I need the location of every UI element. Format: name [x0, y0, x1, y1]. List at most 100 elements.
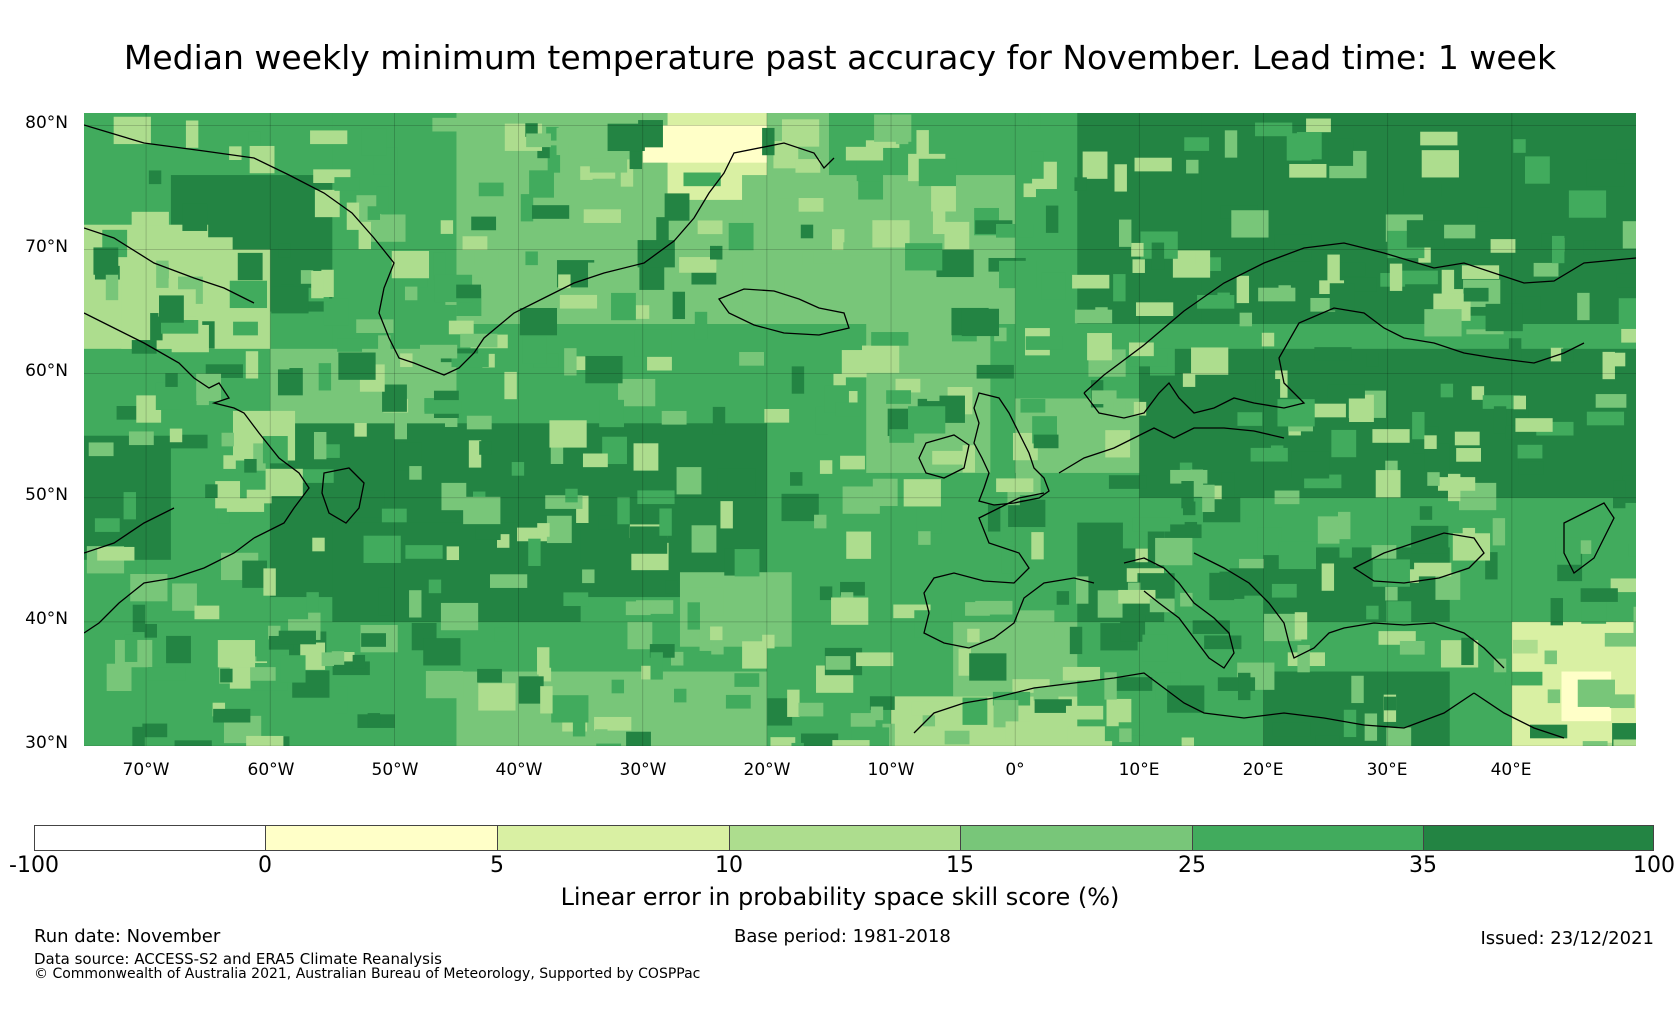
skill-pixel	[391, 250, 430, 279]
skill-pixel	[1366, 605, 1379, 620]
skill-pixel	[835, 402, 861, 417]
skill-pixel	[462, 236, 488, 250]
skill-pixel	[1621, 457, 1636, 471]
skill-pixel	[585, 355, 623, 384]
skill-pixel	[1477, 207, 1491, 222]
skill-pixel	[1118, 219, 1132, 247]
skill-pixel	[195, 237, 233, 251]
map-title: Median weekly minimum temperature past a…	[123, 38, 1557, 77]
skill-pixel	[1076, 576, 1089, 604]
skill-pixel	[856, 652, 894, 667]
skill-pixel	[712, 406, 726, 435]
skill-pixel	[448, 320, 474, 335]
skill-pixel	[656, 217, 669, 245]
skill-pixel	[540, 686, 553, 714]
skill-pixel	[1505, 425, 1519, 440]
skill-pixel	[1134, 157, 1172, 172]
skill-pixel	[1327, 384, 1365, 399]
skill-pixel	[311, 270, 324, 299]
skill-pixel	[1471, 386, 1485, 400]
skill-pixel	[1119, 728, 1132, 743]
skill-pixel	[958, 648, 971, 676]
skill-pixel	[249, 145, 275, 174]
skill-pixel	[339, 745, 352, 746]
lat-label: 50°N	[25, 485, 68, 505]
skill-pixel	[841, 350, 867, 378]
skill-pixel	[213, 708, 251, 723]
skill-pixel	[1329, 283, 1355, 311]
skill-pixel	[1133, 401, 1147, 416]
skill-pixel	[1025, 336, 1063, 350]
skill-pixel	[288, 619, 313, 633]
skill-pixel	[1583, 240, 1596, 255]
skill-pixel	[520, 194, 534, 222]
graticule	[84, 113, 1636, 746]
skill-pixel	[331, 651, 345, 665]
skill-pixel	[1561, 348, 1574, 363]
skill-pixel	[1375, 470, 1401, 498]
skill-pixel	[694, 311, 708, 340]
skill-pixel	[1419, 506, 1433, 520]
skill-pixel	[494, 627, 507, 642]
colorbar-segment	[1192, 825, 1425, 851]
lat-label: 60°N	[25, 361, 68, 381]
skill-pixel	[1236, 275, 1250, 304]
lat-label: 40°N	[25, 609, 68, 629]
skill-pixel	[1371, 545, 1397, 559]
skill-pixel	[711, 640, 724, 655]
skill-pixel	[611, 679, 625, 694]
skill-pixel	[582, 453, 608, 468]
skill-pixel	[1493, 406, 1507, 434]
skill-pixel	[404, 286, 418, 301]
skill-pixel	[840, 581, 865, 596]
colorbar-tick: 0	[258, 853, 272, 878]
skill-pixel	[1541, 233, 1554, 247]
skill-pixel	[549, 420, 587, 448]
skill-pixel	[217, 640, 256, 668]
skill-pixel	[1192, 620, 1230, 634]
skill-pixel	[717, 468, 756, 496]
skill-pixel	[564, 348, 577, 376]
skill-pixel	[734, 673, 760, 687]
lon-label: 30°E	[1366, 760, 1408, 780]
skill-pixel	[451, 353, 489, 368]
skill-pixel	[105, 272, 119, 301]
skill-pixel	[1622, 475, 1636, 503]
skill-pixel	[1170, 469, 1208, 484]
skill-pixel	[1577, 679, 1615, 707]
skill-pixel	[106, 663, 132, 692]
skill-pixel	[965, 602, 990, 616]
colorbar-tick: -100	[9, 853, 59, 878]
skill-pixel	[463, 496, 501, 525]
skill-pixel	[306, 592, 319, 620]
skill-pixel	[1420, 131, 1458, 146]
skill-pixel	[1461, 265, 1500, 279]
skill-pixel	[770, 737, 796, 746]
colorbar-tick: 25	[1178, 853, 1206, 878]
skill-pixel	[1414, 562, 1452, 577]
skill-pixel	[312, 537, 325, 552]
skill-pixel	[1586, 159, 1625, 187]
skill-pixel	[397, 442, 422, 471]
skill-pixel	[551, 695, 589, 723]
skill-pixel	[1602, 351, 1615, 380]
skill-pixel	[1551, 235, 1565, 264]
skill-pixel	[94, 518, 120, 532]
skill-pixel	[1547, 689, 1561, 704]
skill-pixel	[556, 129, 570, 144]
skill-pixel	[869, 696, 895, 710]
skill-pixel	[313, 431, 327, 460]
skill-pixel	[1327, 254, 1340, 282]
skill-pixel	[1613, 739, 1636, 746]
skill-pixel	[1513, 395, 1526, 410]
skill-pixel	[944, 730, 970, 745]
skill-pixel	[471, 216, 497, 231]
skill-pixel	[1544, 650, 1557, 665]
skill-pixel	[537, 523, 550, 537]
skill-pixel	[1424, 435, 1437, 449]
skill-pixel	[999, 260, 1037, 289]
skill-pixel	[432, 117, 458, 132]
skill-pixel	[1515, 418, 1553, 432]
skill-pixel	[221, 432, 234, 447]
skill-pixel	[1191, 347, 1229, 375]
